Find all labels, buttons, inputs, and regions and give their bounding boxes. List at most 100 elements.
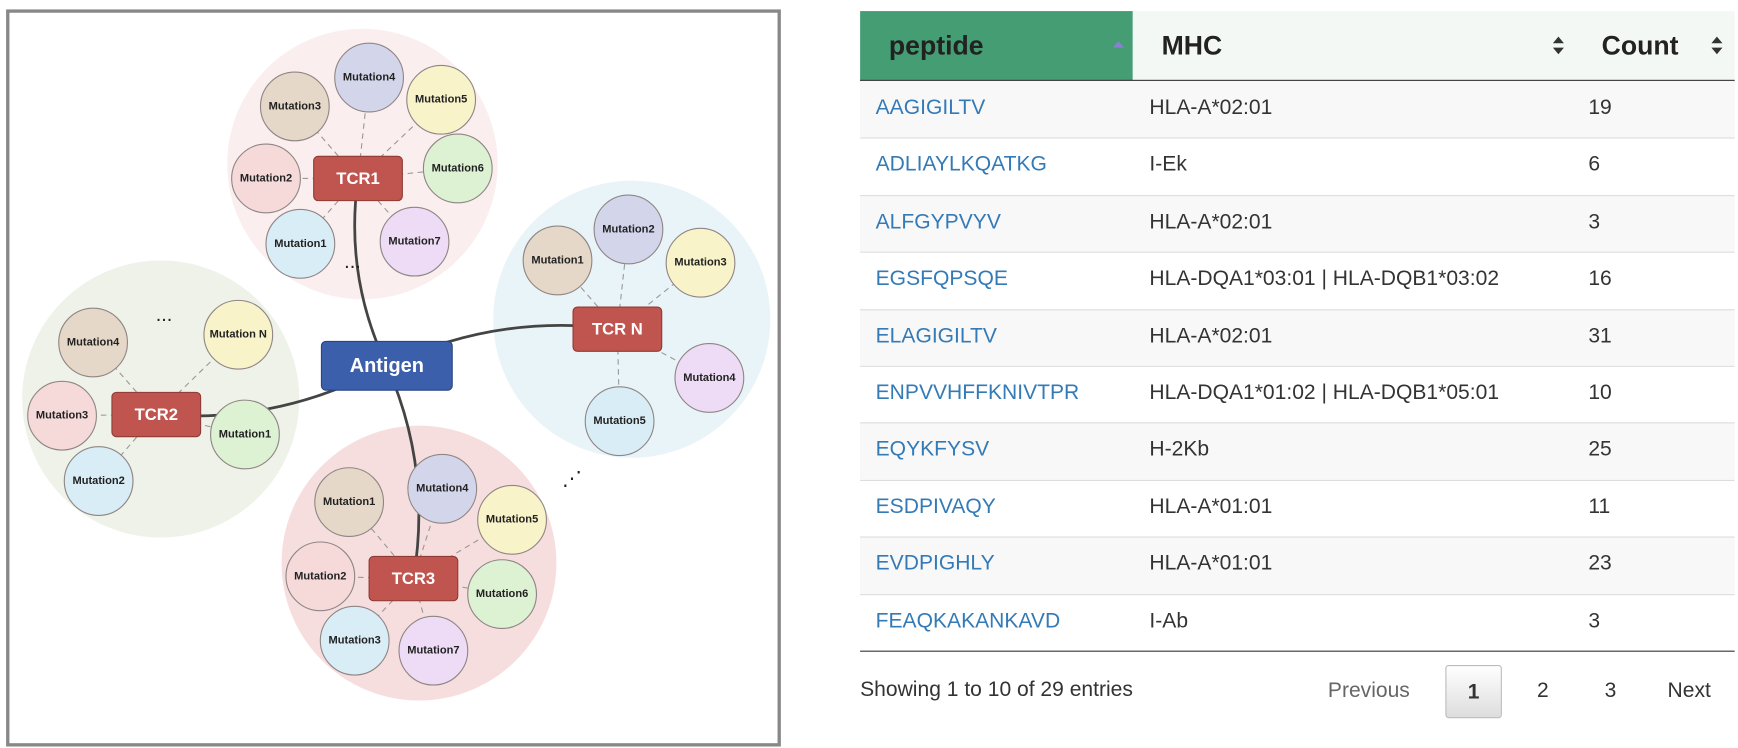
mutation-label: Mutation5 [415,94,467,106]
mhc-cell: HLA-A*02:01 [1149,96,1273,120]
mutation-label: Mutation4 [343,72,396,84]
pagination-page[interactable]: 1 [1445,665,1502,719]
mutation-label: Mutation1 [274,238,326,250]
pagination-page[interactable]: 3 [1604,679,1617,703]
peptide-link[interactable]: AAGIGILTV [875,96,986,120]
mutation-label: Mutation7 [388,236,440,248]
mutation-label: Mutation6 [432,162,484,174]
tcr-node [111,391,202,438]
peptide-link[interactable]: ALFGYPVYV [875,210,1001,234]
mhc-cell: HLA-DQA1*03:01 | HLA-DQB1*03:02 [1149,267,1500,291]
mutation-label: Mutation2 [240,172,292,184]
mhc-cell: HLA-A*02:01 [1149,324,1273,348]
mutation-node [406,64,477,135]
mutation-label: Mutation2 [72,475,124,487]
mutation-label: Mutation6 [476,588,528,600]
tcr-node [368,555,459,602]
mutation-label: Mutation4 [67,336,120,348]
mutation-label: Mutation1 [323,496,375,508]
mhc-cell: HLA-DQA1*01:02 | HLA-DQB1*05:01 [1149,381,1500,405]
mutation-label: Mutation3 [674,257,726,269]
mutation-node [285,541,356,612]
table-row [860,194,1735,252]
count-cell: 31 [1588,324,1612,348]
mutation-node [674,343,745,413]
mutation-node [231,143,301,214]
mutation-label: Mutation4 [416,483,469,495]
table-row [860,365,1735,423]
peptide-link[interactable]: ENPVVHFFKNIVTPR [875,381,1080,405]
pagination-previous[interactable]: Previous [1327,679,1410,703]
peptide-link[interactable]: EVDPIGHLY [875,552,995,576]
mutation-node [259,71,330,142]
peptide-link[interactable]: ELAGIGILTV [875,324,997,348]
pagination-page[interactable]: 2 [1537,679,1549,703]
mutation-node [265,208,336,279]
ellipsis: ⋰ [562,468,582,490]
peptide-link[interactable]: EGSFQPSQE [875,267,1008,291]
mutation-node [467,559,538,630]
table-row [860,251,1735,309]
sort-mhc[interactable]: MHC [1132,11,1574,81]
tcr-label: TCR N [592,320,643,339]
mhc-cell: I-Ab [1149,609,1189,633]
table-info: Showing 1 to 10 of 29 entries [860,678,1133,702]
mhc-cell: I-Ek [1149,153,1187,177]
mutation-node [407,453,478,524]
table-border [860,650,1735,652]
mutation-node [593,194,664,265]
count-cell: 6 [1588,153,1601,177]
diagram: Mutation1 Mutation2 Mutation3 Mutation4 Muta… [6,9,781,747]
sort-icon [1711,36,1723,55]
mutation-label: Mutation N [210,329,267,341]
mutation-label: Mutation3 [329,635,381,647]
mutation-node [584,386,655,457]
count-cell: 16 [1588,267,1612,291]
mutation-label: Mutation1 [219,428,271,440]
antigen-label: Antigen [350,355,424,377]
mutation-node [27,380,97,451]
mhc-cell: HLA-A*01:01 [1149,495,1273,519]
peptide-link[interactable]: ESDPIVAQY [875,495,996,519]
mutation-label: Mutation5 [486,514,538,526]
sort-peptide[interactable]: peptide [860,11,1133,81]
count-cell: 25 [1588,438,1612,462]
peptide-link[interactable]: FEAQKAKANKAVD [875,609,1061,633]
mutation-label: Mutation2 [602,223,654,235]
count-cell: 11 [1588,495,1611,519]
count-cell: 19 [1588,96,1612,120]
table-row [860,80,1735,138]
peptide-link[interactable]: EQYKFYSV [875,438,990,462]
count-cell: 23 [1588,552,1612,576]
mutation-node [522,225,593,296]
tcr-label: TCR2 [135,405,178,424]
count-cell: 3 [1588,609,1601,633]
sort-icon [1552,36,1564,55]
peptide-link[interactable]: ADLIAYLKQATKG [875,153,1047,177]
tcr-node [572,306,663,352]
mutation-label: Mutation5 [593,415,645,427]
sort-count[interactable]: Count [1573,11,1735,81]
pagination-next[interactable]: Next [1667,679,1711,703]
table-row [860,308,1735,366]
count-cell: 10 [1588,381,1612,405]
column-header: Count [1601,31,1679,61]
ellipsis: ... [344,251,361,273]
mutation-label: Mutation3 [269,100,321,112]
mutation-node [63,446,134,516]
mutation-node [334,42,405,113]
tcr-label: TCR3 [392,569,435,588]
mutation-node [203,299,274,370]
mutation-node [422,133,493,204]
ellipsis: ... [156,304,173,326]
table-row [860,593,1735,651]
table-row [860,422,1735,480]
mutation-node [379,206,450,277]
antigen-node [320,340,453,391]
mutation-label: Mutation1 [531,254,583,266]
table-row [860,479,1735,537]
mhc-cell: HLA-A*02:01 [1149,210,1273,234]
column-header: peptide [888,31,984,61]
